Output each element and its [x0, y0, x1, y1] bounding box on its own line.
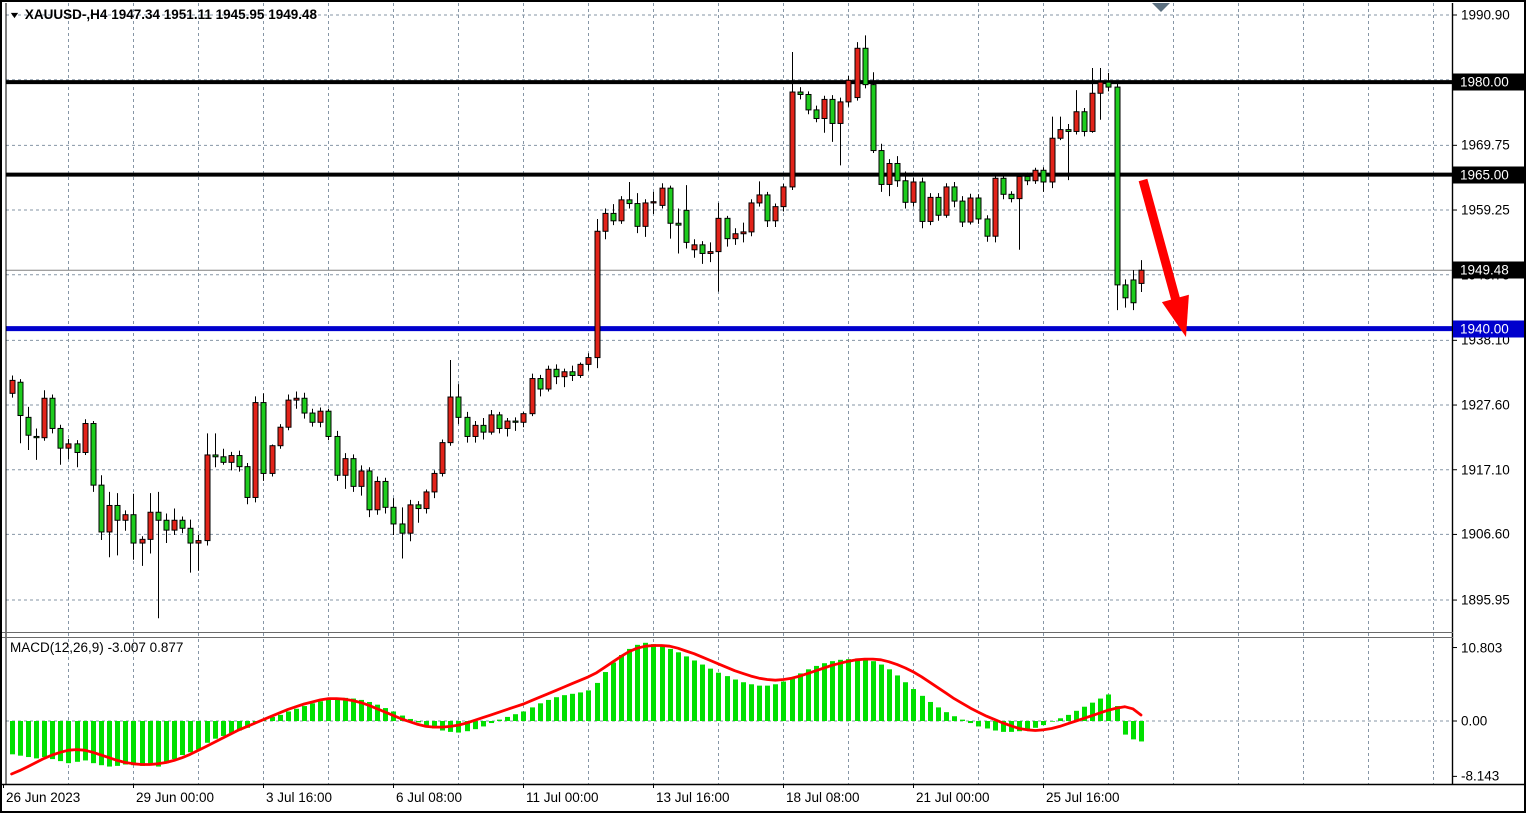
macd-signal-line [10, 644, 1143, 776]
time-axis-label: 18 Jul 08:00 [786, 790, 860, 805]
time-axis-label: 25 Jul 16:00 [1046, 790, 1120, 805]
chart-shift-marker-icon[interactable] [1152, 3, 1170, 12]
price-level-badge: 1940.00 [1453, 320, 1524, 338]
price-axis-label: 1927.60 [1461, 397, 1510, 413]
price-axis-label: 1990.90 [1461, 7, 1510, 23]
symbol-triangle-icon: ▼ [8, 9, 21, 20]
time-axis-label: 29 Jun 00:00 [136, 790, 215, 805]
horizontal-level-lines [6, 80, 1452, 332]
macd-current-value: -3.007 [107, 640, 146, 655]
axis-ticks [3, 14, 1457, 788]
price-axis-label: 1906.60 [1461, 526, 1510, 542]
time-axis-label: 11 Jul 00:00 [526, 790, 599, 805]
time-axis-label: 6 Jul 08:00 [396, 790, 463, 805]
price-level-badge: 1980.00 [1453, 73, 1524, 91]
macd-axis-label: 0.00 [1461, 713, 1488, 729]
price-axis-label: 1959.25 [1461, 202, 1510, 218]
macd-current-signal: 0.877 [149, 640, 184, 655]
price-level-badge: 1949.48 [1453, 261, 1524, 279]
ohlc-close: 1949.48 [268, 7, 317, 22]
price-axis-label: 1895.95 [1461, 592, 1510, 608]
pane-borders [2, 3, 1524, 786]
macd-histogram [10, 642, 1144, 767]
macd-axis-label: 10.803 [1461, 640, 1503, 656]
price-axis-label: 1917.10 [1461, 462, 1510, 478]
price-axis-label: 1969.75 [1461, 137, 1510, 153]
time-axis-label: 3 Jul 16:00 [266, 790, 333, 805]
time-axis-label: 26 Jun 2023 [6, 790, 81, 805]
time-axis-label: 21 Jul 00:00 [916, 790, 990, 805]
macd-indicator-label: MACD(12,26,9) -3.007 0.877 [10, 640, 183, 655]
ohlc-high: 1951.11 [163, 7, 212, 22]
ohlc-open: 1947.34 [111, 7, 161, 22]
time-axis-label: 13 Jul 16:00 [656, 790, 730, 805]
price-level-badge: 1965.00 [1453, 166, 1524, 184]
macd-axis-label: -8.143 [1461, 768, 1500, 784]
ohlc-low: 1945.95 [215, 7, 265, 22]
macd-name: MACD(12,26,9) [10, 640, 104, 655]
trend-arrow [1138, 178, 1189, 337]
chart-title-bar: ▼ XAUUSD-,H4 1947.34 1951.11 1945.95 194… [8, 7, 317, 22]
chart-symbol-period: XAUUSD-,H4 [24, 7, 108, 22]
candlestick-series[interactable] [9, 35, 1145, 619]
